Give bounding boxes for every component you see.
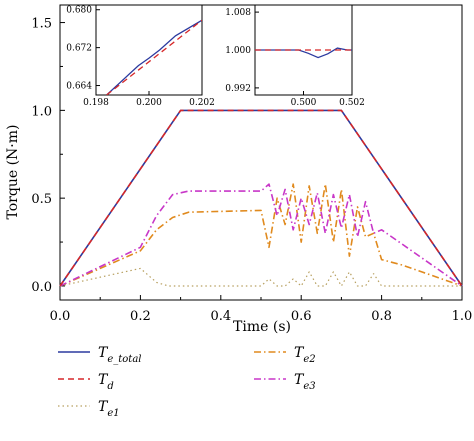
inset-series-line-td (106, 19, 202, 95)
legend: Te_total Td Te1 Te2 Te3 (58, 345, 316, 419)
legend-entry-te1: Te1 (58, 399, 120, 419)
inset-x-tick-label: 0.198 (83, 98, 109, 108)
inset-y-tick-label: 0.672 (66, 44, 92, 54)
series-line-te1 (59, 267, 462, 287)
inset-right: 0.500 0.502 0.992 1.000 1.008 (225, 4, 365, 108)
x-tick-label: 0.4 (210, 309, 231, 324)
inset-frame (95, 4, 203, 96)
inset-y-tick-label: 0.992 (225, 84, 251, 94)
legend-label: Td (98, 372, 114, 392)
y-tick-label: 1.0 (31, 104, 52, 119)
legend-entry-te_total: Te_total (58, 345, 141, 365)
series-line-te2 (59, 183, 463, 287)
y-tick-label: 0.5 (31, 192, 52, 207)
inset-x-tick-label: 0.500 (291, 98, 317, 108)
series-line-te3 (59, 183, 463, 287)
inset-x-tick-label: 0.502 (339, 98, 365, 108)
legend-label: Te3 (294, 372, 316, 392)
x-tick-label: 0.0 (50, 309, 71, 324)
x-tick-label: 0.6 (291, 309, 312, 324)
legend-entry-te3: Te3 (254, 372, 316, 392)
legend-entry-td: Td (58, 372, 114, 392)
inset-y-tick-label: 0.680 (66, 6, 92, 16)
main-plot: 0.0 0.2 0.4 0.6 0.8 1.0 0.0 0.5 1.0 1.5 (31, 4, 473, 324)
y-axis-label: Torque (N·m) (5, 125, 21, 220)
legend-entry-te2: Te2 (254, 345, 316, 365)
inset-y-tick-label: 1.008 (225, 8, 251, 18)
x-tick-label: 1.0 (452, 309, 473, 324)
inset-y-tick-label: 1.000 (225, 46, 251, 56)
legend-label: Te1 (98, 399, 120, 419)
series-line-td (59, 109, 463, 287)
x-tick-label: 0.2 (130, 309, 151, 324)
y-tick-label: 0.0 (31, 280, 52, 295)
x-tick-label: 0.8 (371, 309, 392, 324)
inset-x-tick-label: 0.202 (189, 98, 215, 108)
inset-series-line-te_total (106, 19, 202, 95)
inset-left: 0.198 0.200 0.202 0.664 0.672 0.680 (66, 4, 215, 108)
y-tick-label: 1.5 (31, 17, 52, 32)
x-axis-label: Time (s) (233, 319, 291, 335)
inset-y-tick-label: 0.664 (66, 82, 92, 92)
legend-label: Te_total (98, 345, 141, 365)
inset-x-tick-label: 0.200 (136, 98, 162, 108)
inset-plots: 0.198 0.200 0.202 0.664 0.672 0.680 0.500 0.502… (66, 4, 365, 108)
legend-label: Te2 (294, 345, 316, 365)
